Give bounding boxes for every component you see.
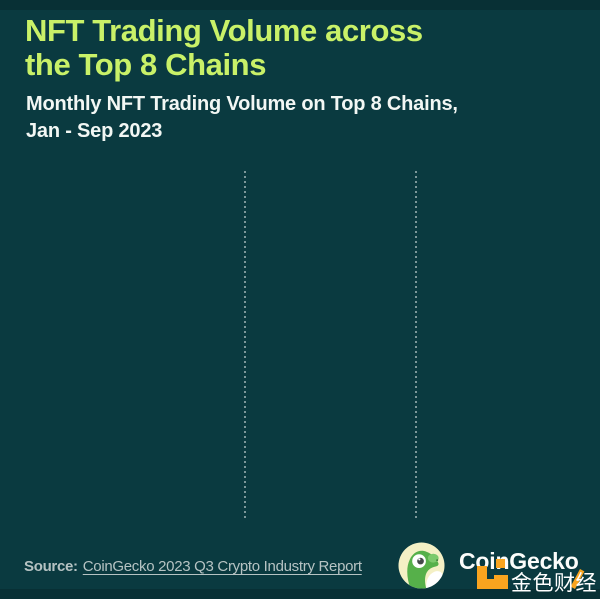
watermark-text: 金色财经 (511, 571, 597, 595)
page-title: NFT Trading Volume across the Top 8 Chai… (25, 13, 423, 82)
top-edge-band (0, 0, 600, 10)
jinse-finance-blocks-icon (477, 559, 508, 589)
source-label: Source: (24, 558, 78, 575)
bottom-edge-band (0, 589, 600, 599)
page-subtitle: Monthly NFT Trading Volume on Top 8 Chai… (26, 93, 458, 142)
source-report-link[interactable]: CoinGecko 2023 Q3 Crypto Industry Report (82, 558, 362, 575)
vertical-dotted-gridline (415, 171, 417, 518)
source-attribution: Source: CoinGecko 2023 Q3 Crypto Industry… (24, 558, 362, 575)
vertical-dotted-gridline (244, 171, 246, 518)
coingecko-gecko-icon (398, 542, 445, 589)
chart-plot-area (0, 160, 600, 530)
